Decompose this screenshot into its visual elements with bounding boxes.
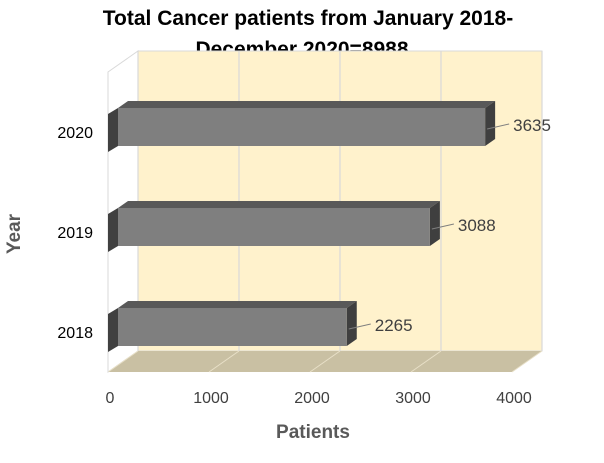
data-label-leader	[348, 323, 371, 330]
bar-side-face	[346, 301, 357, 346]
bar-front-face	[118, 108, 486, 146]
bar-top-face	[118, 301, 357, 308]
data-label-leader	[431, 223, 454, 230]
y-axis-title: Year	[4, 213, 25, 254]
y-tick-label: 2018	[57, 325, 93, 342]
y-tick-label: 2019	[57, 225, 93, 242]
bar-front-face	[118, 308, 347, 346]
x-tick-label: 4000	[496, 390, 532, 407]
x-tick-label: 1000	[193, 390, 229, 407]
bar-top-face	[118, 201, 440, 208]
floor-gridline	[309, 350, 341, 373]
data-label: 3635	[513, 116, 551, 135]
category-labels: 2018 2019 2020	[57, 125, 93, 342]
x-tick-label: 0	[106, 390, 115, 407]
bar-side-face	[429, 201, 440, 246]
bar-top-face	[118, 101, 496, 108]
data-label: 3088	[458, 216, 496, 235]
x-axis-title: Patients	[276, 422, 350, 443]
bar-left-edge	[108, 308, 118, 352]
floor-gridline	[107, 350, 139, 373]
y-tick-label: 2020	[57, 125, 93, 142]
bar-left-edge	[108, 208, 118, 252]
chart-title-line-1: Total Cancer patients from January 2018-	[103, 7, 513, 30]
bar-2018	[108, 301, 357, 352]
x-tick-label: 3000	[395, 390, 431, 407]
bar-2020	[108, 101, 496, 152]
x-axis-ticks: 0 1000 2000 3000 4000	[106, 390, 532, 407]
data-labels: 2265 3088 3635	[348, 116, 551, 335]
floor-gridline	[410, 350, 442, 373]
floor-gridline	[208, 350, 240, 373]
data-label: 2265	[375, 316, 413, 335]
data-label-leader	[487, 123, 510, 130]
bar-left-edge	[108, 108, 118, 152]
floor-gridline	[511, 350, 543, 373]
bars	[108, 101, 496, 352]
bar-side-face	[485, 101, 496, 146]
bar-front-face	[118, 208, 430, 246]
x-tick-label: 2000	[294, 390, 330, 407]
bar-2019	[108, 201, 440, 252]
